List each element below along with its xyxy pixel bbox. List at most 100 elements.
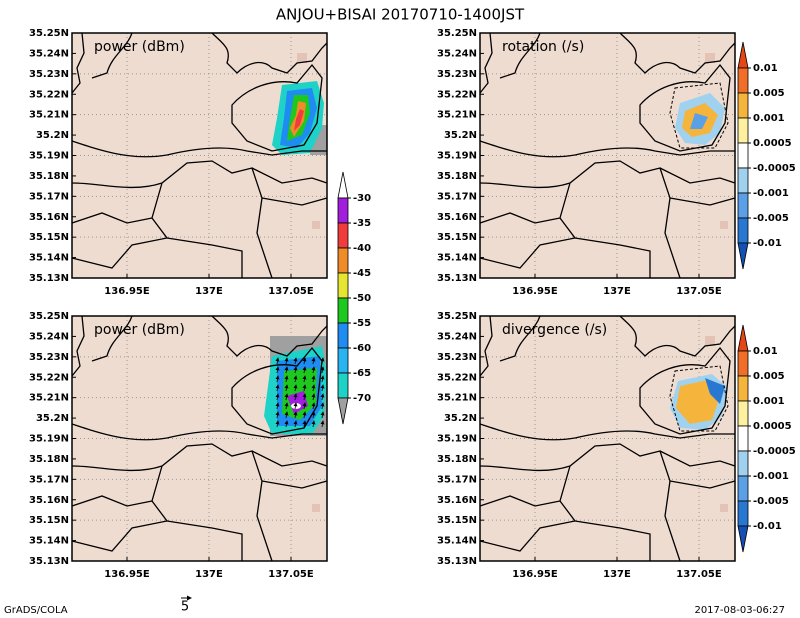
panel-label: rotation (/s) bbox=[502, 39, 584, 55]
lat-label: 35.16N bbox=[29, 495, 69, 506]
colorbar-triangle bbox=[337, 397, 349, 425]
wind-vector bbox=[284, 384, 289, 392]
wind-vector bbox=[284, 357, 289, 365]
wind-vector bbox=[275, 393, 280, 401]
lat-label: 35.21N bbox=[29, 393, 69, 404]
map-panel: power (dBm) 35.25N 35.24N 35.23N 35.22N 35.21… bbox=[29, 311, 328, 580]
lat-label: 35.24N bbox=[29, 331, 69, 342]
colorbar-label: 0.001 bbox=[753, 113, 785, 124]
lat-label: 35.16N bbox=[29, 212, 69, 223]
lat-label: 35.25N bbox=[29, 28, 69, 39]
colorbar-label: -55 bbox=[353, 318, 371, 329]
lon-label: 136.95E bbox=[512, 569, 558, 580]
figure-title: ANJOU+BISAI 20170710-1400JST bbox=[276, 6, 525, 24]
wind-vector bbox=[302, 357, 307, 365]
wind-vector bbox=[311, 420, 316, 428]
wind-vector bbox=[293, 411, 298, 419]
lat-label: 35.16N bbox=[437, 212, 477, 223]
wind-vector bbox=[320, 375, 325, 383]
lat-label: 35.2N bbox=[444, 413, 477, 424]
wind-vector bbox=[311, 366, 316, 374]
footer-right: 2017-08-03-06:27 bbox=[694, 605, 785, 616]
echo bbox=[705, 378, 725, 404]
colorbar-segment bbox=[737, 400, 749, 427]
panel-label: divergence (/s) bbox=[502, 322, 607, 338]
vector-scale-label: 5 bbox=[181, 600, 189, 615]
colorbar-segment bbox=[737, 350, 749, 377]
colorbar-label: 0.0005 bbox=[753, 138, 792, 149]
lat-label: 35.13N bbox=[29, 273, 69, 284]
lat-label: 35.13N bbox=[437, 556, 477, 567]
panel-label: power (dBm) bbox=[94, 39, 185, 55]
colorbar-segment bbox=[737, 192, 749, 219]
wind-vector bbox=[311, 375, 316, 383]
lat-label: 35.22N bbox=[29, 372, 69, 383]
lat-label: 35.24N bbox=[437, 331, 477, 342]
echo bbox=[690, 113, 708, 129]
colorbar-segment bbox=[737, 450, 749, 477]
colorbar-triangle bbox=[737, 242, 749, 270]
wind-vector bbox=[275, 402, 280, 410]
lat-label: 35.25N bbox=[29, 311, 69, 322]
lat-label: 35.17N bbox=[29, 474, 69, 485]
wind-vector bbox=[293, 384, 298, 392]
land-cell bbox=[312, 221, 320, 229]
wind-vector bbox=[311, 393, 316, 401]
lon-label: 137E bbox=[603, 286, 631, 297]
map-panel: rotation (/s) 35.25N 35.24N 35.23N 35.22N 35.… bbox=[437, 28, 736, 297]
colorbar-label: -0.01 bbox=[753, 238, 782, 249]
colorbar-label: -70 bbox=[353, 393, 371, 404]
lat-label: 35.25N bbox=[437, 28, 477, 39]
lat-label: 35.23N bbox=[437, 352, 477, 363]
lat-label: 35.22N bbox=[437, 89, 477, 100]
lat-label: 35.18N bbox=[437, 454, 477, 465]
colorbar-segment bbox=[737, 500, 749, 527]
wind-vector bbox=[311, 384, 316, 392]
lat-label: 35.25N bbox=[437, 311, 477, 322]
lon-label: 136.95E bbox=[104, 286, 150, 297]
lat-label: 35.24N bbox=[29, 48, 69, 59]
colorbar-triangle bbox=[737, 41, 749, 69]
lon-label: 137.05E bbox=[268, 286, 314, 297]
wind-vector bbox=[320, 411, 325, 419]
wind-vector bbox=[320, 420, 325, 428]
colorbar-segment bbox=[737, 167, 749, 194]
footer-left: GrADS/COLA bbox=[4, 605, 68, 616]
panel-label: power (dBm) bbox=[94, 322, 185, 338]
lon-label: 137.05E bbox=[676, 569, 722, 580]
wind-vector bbox=[311, 411, 316, 419]
lat-label: 35.17N bbox=[29, 191, 69, 202]
colorbar-segment bbox=[337, 247, 349, 274]
colorbar-triangle bbox=[337, 171, 349, 199]
lat-label: 35.14N bbox=[437, 253, 477, 264]
wind-vector bbox=[302, 411, 307, 419]
land-cell bbox=[705, 336, 715, 346]
wind-vector bbox=[284, 411, 289, 419]
wind-vector bbox=[275, 357, 280, 365]
colorbar-label: 0.005 bbox=[753, 88, 785, 99]
wind-vector bbox=[284, 366, 289, 374]
lon-label: 137.05E bbox=[268, 569, 314, 580]
lat-label: 35.13N bbox=[29, 556, 69, 567]
colorbar-label: -40 bbox=[353, 243, 371, 254]
lat-label: 35.18N bbox=[437, 171, 477, 182]
colorbar-segment bbox=[337, 197, 349, 224]
colorbar-segment bbox=[337, 347, 349, 374]
lat-label: 35.18N bbox=[29, 171, 69, 182]
colorbar-label: 0.005 bbox=[753, 371, 785, 382]
wind-vector bbox=[284, 420, 289, 428]
colorbar-label: -30 bbox=[353, 193, 371, 204]
contour bbox=[669, 365, 729, 432]
colorbar-label: 0.01 bbox=[753, 346, 778, 357]
wind-vector bbox=[293, 402, 298, 410]
colorbar-label: 0.001 bbox=[753, 396, 785, 407]
colorbar-segment bbox=[737, 217, 749, 244]
colorbar-segment bbox=[337, 222, 349, 249]
land-cell bbox=[720, 504, 728, 512]
lat-label: 35.15N bbox=[29, 515, 69, 526]
colorbar-segment bbox=[337, 272, 349, 299]
lat-label: 35.24N bbox=[437, 48, 477, 59]
colorbar-label: -0.0005 bbox=[753, 446, 796, 457]
